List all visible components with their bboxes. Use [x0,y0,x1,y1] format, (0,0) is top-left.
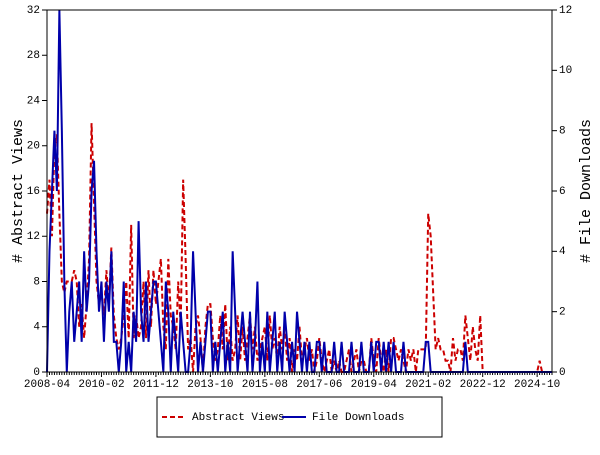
x-tick-label: 2024-10 [514,379,560,391]
x-tick-label: 2015-08 [242,379,288,391]
x-tick-label: 2021-02 [405,379,451,391]
x-tick-label: 2019-04 [351,379,398,391]
x-tick-label: 2011-12 [133,379,179,391]
y-tick-label: 12 [27,231,40,243]
y-tick-label: 20 [27,141,40,153]
x-tick-label: 2008-04 [24,379,71,391]
y-tick-label: 4 [33,322,40,334]
x-tick-label: 2010-02 [78,379,124,391]
y-tick-label: 32 [27,5,40,17]
y-tick-label: 24 [27,95,41,107]
legend-label: File Downloads [312,412,404,424]
y2-tick-label: 6 [559,186,566,198]
x-tick-label: 2022-12 [460,379,506,391]
y-tick-label: 0 [33,367,40,379]
y2-tick-label: 10 [559,65,572,77]
y2-axis-label: # File Downloads [578,119,595,263]
plot-frame [46,9,553,373]
legend-label: Abstract Views [192,412,284,424]
series-line [46,123,552,373]
y2-tick-label: 0 [559,367,566,379]
x-tick-label: 2017-06 [296,379,342,391]
y-tick-label: 28 [27,50,40,62]
y2-tick-label: 8 [559,126,566,138]
x-tick-label: 2013-10 [187,379,233,391]
y-axis-label: # Abstract Views [10,119,27,263]
series-line [46,9,552,373]
y2-tick-label: 2 [559,307,566,319]
y-tick-label: 8 [33,276,40,288]
y-tick-label: 16 [27,186,40,198]
y2-tick-label: 4 [559,246,566,258]
y2-tick-label: 12 [559,5,572,17]
